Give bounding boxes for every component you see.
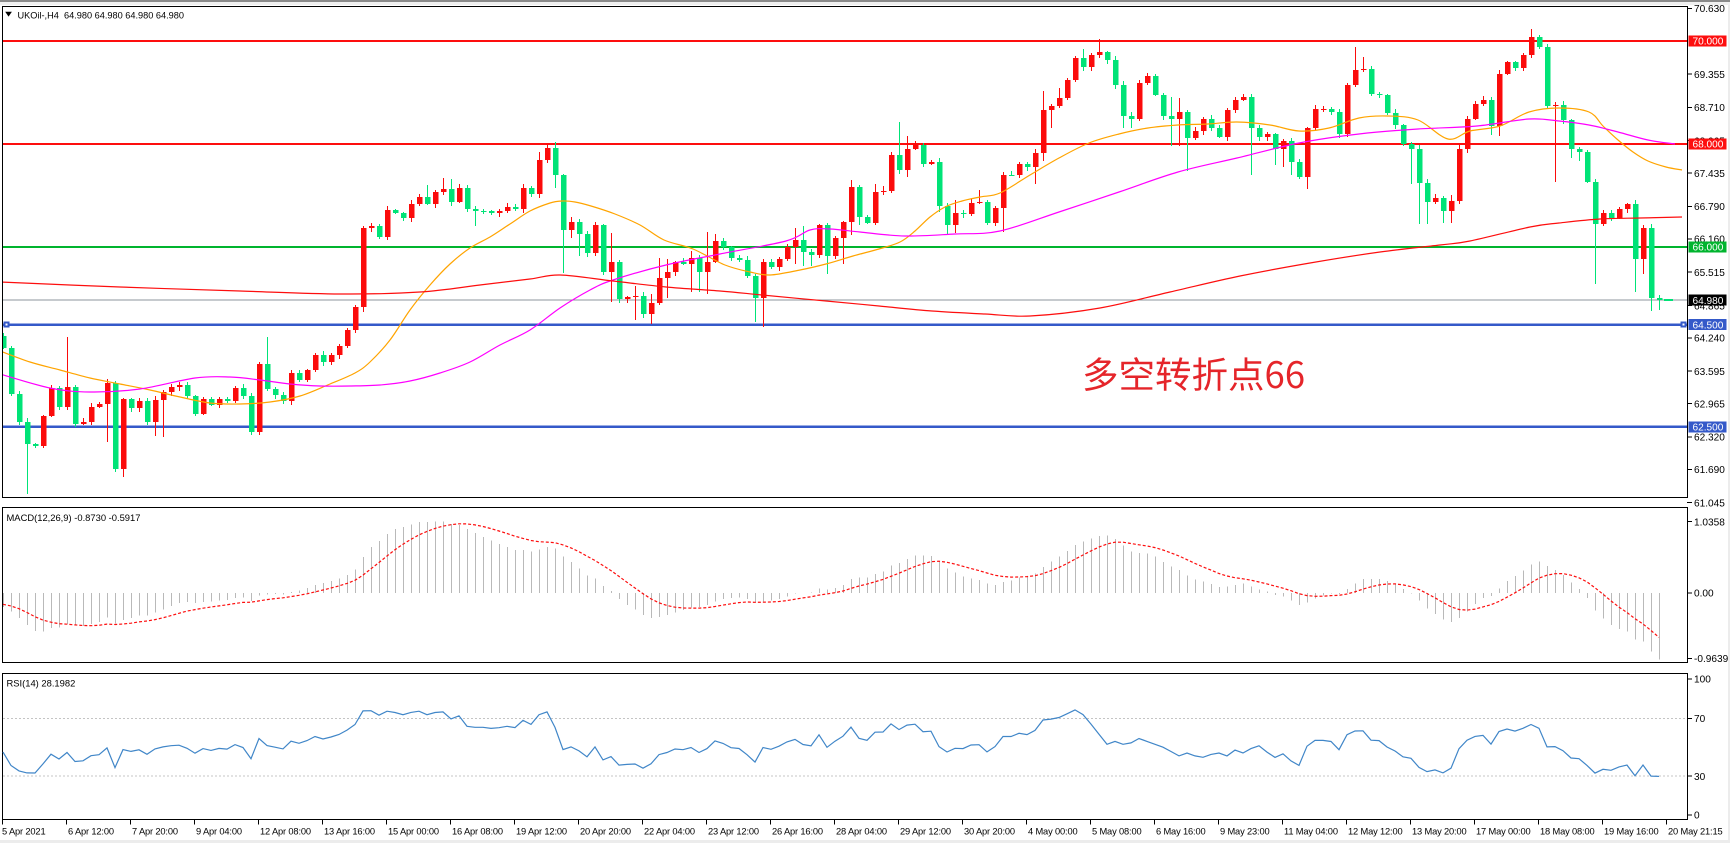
svg-text:RSI(14) 28.1982: RSI(14) 28.1982 [7, 678, 76, 689]
svg-text:0.00: 0.00 [1694, 589, 1714, 600]
svg-text:12 Apr 08:00: 12 Apr 08:00 [260, 827, 311, 837]
svg-text:100: 100 [1694, 675, 1711, 686]
svg-text:5 May 08:00: 5 May 08:00 [1092, 827, 1142, 837]
svg-text:68.000: 68.000 [1693, 140, 1724, 151]
svg-text:22 Apr 04:00: 22 Apr 04:00 [644, 827, 695, 837]
svg-text:67.435: 67.435 [1694, 169, 1725, 180]
svg-text:64.500: 64.500 [1693, 320, 1724, 331]
svg-text:9 Apr 04:00: 9 Apr 04:00 [196, 827, 242, 837]
svg-text:61.690: 61.690 [1694, 465, 1725, 476]
svg-text:66.790: 66.790 [1694, 202, 1725, 213]
svg-text:29 Apr 12:00: 29 Apr 12:00 [900, 827, 951, 837]
svg-text:70: 70 [1694, 714, 1706, 725]
svg-text:9 May 23:00: 9 May 23:00 [1220, 827, 1270, 837]
svg-text:MACD(12,26,9) -0.8730 -0.5917: MACD(12,26,9) -0.8730 -0.5917 [7, 512, 141, 523]
svg-text:0: 0 [1694, 811, 1700, 822]
svg-text:68.710: 68.710 [1694, 103, 1725, 114]
svg-text:65.515: 65.515 [1694, 268, 1725, 279]
svg-text:1.0358: 1.0358 [1694, 517, 1725, 528]
svg-text:63.595: 63.595 [1694, 367, 1725, 378]
svg-text:6 Apr 12:00: 6 Apr 12:00 [68, 827, 114, 837]
svg-text:12 May 12:00: 12 May 12:00 [1348, 827, 1403, 837]
svg-text:70.000: 70.000 [1693, 37, 1724, 48]
svg-text:66.160: 66.160 [1694, 235, 1725, 246]
svg-text:26 Apr 16:00: 26 Apr 16:00 [772, 827, 823, 837]
svg-text:64.980: 64.980 [1693, 296, 1724, 307]
svg-text:61.045: 61.045 [1694, 498, 1725, 509]
svg-text:20 Apr 20:00: 20 Apr 20:00 [580, 827, 631, 837]
svg-text:16 Apr 08:00: 16 Apr 08:00 [452, 827, 503, 837]
svg-text:23 Apr 12:00: 23 Apr 12:00 [708, 827, 759, 837]
svg-text:30: 30 [1694, 772, 1706, 783]
svg-text:64.865: 64.865 [1694, 301, 1725, 312]
svg-text:4 May 00:00: 4 May 00:00 [1028, 827, 1078, 837]
svg-text:13 May 20:00: 13 May 20:00 [1412, 827, 1467, 837]
svg-text:62.320: 62.320 [1694, 433, 1725, 444]
svg-text:66.000: 66.000 [1693, 243, 1724, 254]
svg-text:6 May 16:00: 6 May 16:00 [1156, 827, 1206, 837]
svg-text:17 May 00:00: 17 May 00:00 [1476, 827, 1531, 837]
svg-text:62.965: 62.965 [1694, 399, 1725, 410]
svg-text:19 Apr 12:00: 19 Apr 12:00 [516, 827, 567, 837]
svg-text:13 Apr 16:00: 13 Apr 16:00 [324, 827, 375, 837]
svg-text:11 May 04:00: 11 May 04:00 [1284, 827, 1338, 837]
svg-text:19 May 16:00: 19 May 16:00 [1604, 827, 1659, 837]
svg-text:69.355: 69.355 [1694, 70, 1725, 81]
svg-text:UKOil-,H4 64.980 64.980 64.98: UKOil-,H4 64.980 64.980 64.980 64.980 [18, 10, 185, 20]
svg-text:62.500: 62.500 [1693, 423, 1724, 434]
svg-text:5 Apr 2021: 5 Apr 2021 [2, 827, 45, 837]
svg-text:20 May 21:15: 20 May 21:15 [1668, 827, 1723, 837]
svg-text:18 May 08:00: 18 May 08:00 [1540, 827, 1595, 837]
svg-text:64.240: 64.240 [1694, 334, 1725, 345]
svg-text:30 Apr 20:00: 30 Apr 20:00 [964, 827, 1015, 837]
svg-text:7 Apr 20:00: 7 Apr 20:00 [132, 827, 178, 837]
svg-text:-0.9639: -0.9639 [1694, 654, 1729, 665]
svg-text:70.630: 70.630 [1694, 4, 1725, 15]
svg-text:28 Apr 04:00: 28 Apr 04:00 [836, 827, 887, 837]
svg-text:15 Apr 00:00: 15 Apr 00:00 [388, 827, 439, 837]
